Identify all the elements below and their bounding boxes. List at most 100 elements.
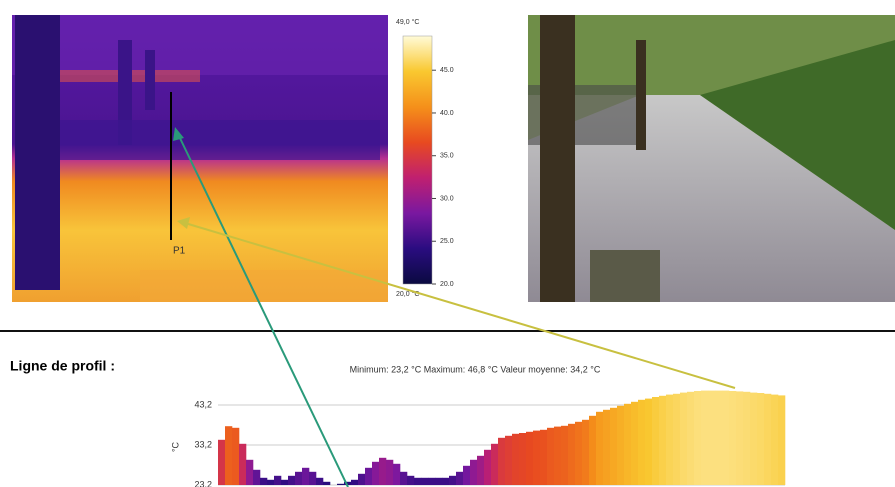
bar (701, 390, 709, 485)
bar (624, 403, 632, 485)
colorbar-scale (402, 35, 433, 285)
bar (743, 391, 751, 485)
bar (428, 477, 436, 485)
bar (295, 471, 303, 485)
bar (757, 393, 765, 485)
bar (687, 391, 695, 485)
bar (694, 391, 702, 485)
bar (316, 477, 324, 485)
colorbar-tick-label: 35.0 (440, 153, 454, 160)
bar (764, 393, 772, 485)
bar (239, 443, 247, 485)
bar (456, 471, 464, 485)
profile-chart: 23,2 33,2 43,2 (194, 390, 786, 487)
colorbar-max-label: 49,0 °C (396, 18, 419, 26)
bar (421, 477, 429, 485)
bar (393, 463, 401, 485)
bar (554, 426, 562, 485)
bar (463, 465, 471, 485)
bar (582, 419, 590, 485)
bar (547, 427, 555, 485)
bar (533, 430, 541, 485)
bar (512, 433, 520, 485)
bar (414, 477, 422, 485)
bar (372, 461, 380, 485)
bar (708, 390, 716, 485)
colorbar: 49,0 °C 20,0 °C 20.0 25.0 30.0 35.0 40.0 45.0 (396, 18, 454, 298)
bar (603, 409, 611, 485)
bar (407, 475, 415, 485)
y-tick-label: 33,2 (194, 439, 212, 449)
arrows (173, 127, 736, 487)
bar (673, 393, 681, 485)
bar (750, 392, 758, 485)
bar (540, 429, 548, 485)
bar (386, 459, 394, 485)
bar (344, 481, 352, 485)
bar (351, 479, 359, 485)
bar (596, 411, 604, 485)
bar (778, 395, 786, 485)
bar (225, 426, 233, 485)
bar (638, 399, 646, 485)
bar (302, 467, 310, 485)
bar (519, 433, 527, 485)
bar (337, 483, 345, 485)
bar (232, 427, 240, 485)
colorbar-tick-label: 20.0 (440, 281, 454, 288)
bar (288, 475, 296, 485)
thermal-image (12, 15, 388, 302)
photo (528, 15, 895, 302)
colorbar-tick-label: 45.0 (440, 67, 454, 74)
bar (281, 479, 289, 485)
colorbar-tick-label: 30.0 (440, 195, 454, 202)
bar (568, 423, 576, 485)
bar (477, 455, 485, 485)
bar (309, 471, 317, 485)
bar (470, 459, 478, 485)
bar (218, 439, 226, 485)
colorbar-min-label: 20,0 °C (396, 290, 419, 298)
bar (400, 471, 408, 485)
bar (435, 477, 443, 485)
bar (365, 467, 373, 485)
marker-label: P1 (173, 246, 186, 257)
bar (449, 475, 457, 485)
bar (379, 457, 387, 485)
bar (358, 473, 366, 485)
bar (589, 415, 597, 485)
y-tick-label: 23,2 (194, 479, 212, 487)
bar (274, 475, 282, 485)
bar (442, 477, 450, 485)
bar (575, 421, 583, 485)
bar (722, 390, 730, 485)
bar (491, 443, 499, 485)
bar (617, 405, 625, 485)
section-title: Ligne de profil : (10, 358, 115, 374)
bar (680, 392, 688, 485)
colorbar-tick-label: 25.0 (440, 238, 454, 245)
bar (610, 407, 618, 485)
colorbar-tick-label: 40.0 (440, 110, 454, 117)
bar (498, 437, 506, 485)
bar (729, 391, 737, 485)
bar (561, 425, 569, 485)
bar (736, 391, 744, 485)
profile-marker: P1 (170, 92, 186, 257)
y-axis-label: °C (170, 441, 180, 452)
bar (484, 449, 492, 485)
bar (771, 394, 779, 485)
bar (505, 435, 513, 485)
bar (253, 469, 261, 485)
bar (246, 459, 254, 485)
bar (260, 477, 268, 485)
bar (645, 398, 653, 485)
bar (652, 397, 660, 485)
bar (715, 390, 723, 485)
bar (323, 481, 331, 485)
bar (267, 479, 275, 485)
bar (659, 395, 667, 485)
bar (631, 401, 639, 485)
bar (666, 394, 674, 485)
